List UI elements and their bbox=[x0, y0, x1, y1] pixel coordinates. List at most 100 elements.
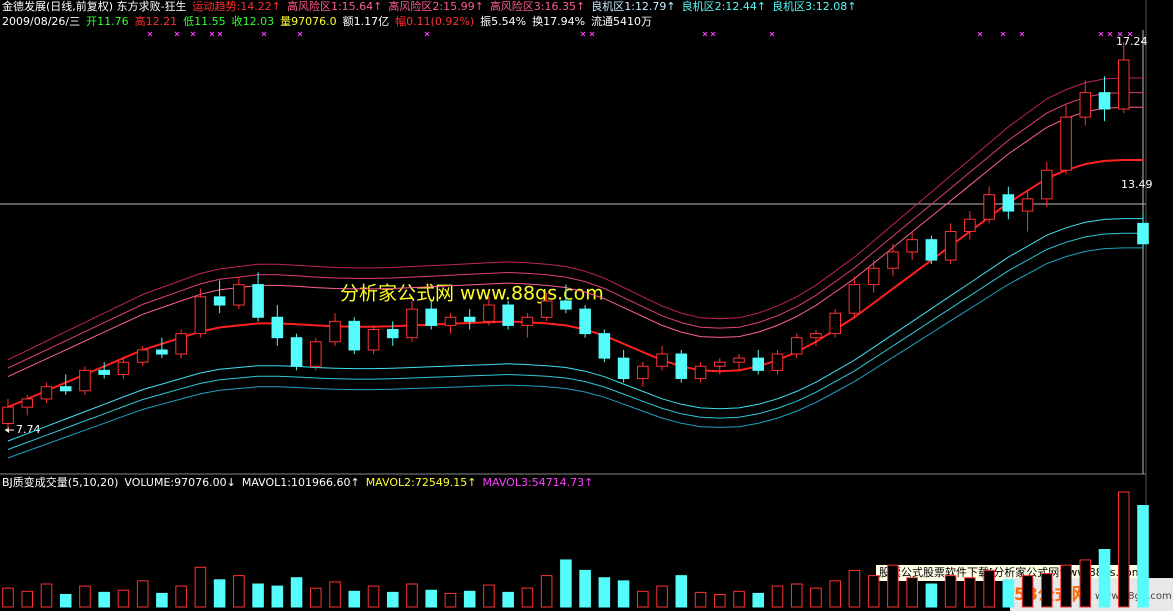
header-line-2-segment: 量97076.0 bbox=[280, 15, 337, 28]
signal-marker bbox=[1098, 31, 1104, 37]
volume-bar bbox=[637, 590, 649, 608]
candle-body bbox=[1098, 92, 1111, 110]
signal-marker bbox=[209, 31, 215, 37]
volume-bar bbox=[2, 587, 14, 608]
envelope-band bbox=[7, 218, 1143, 442]
candle-body bbox=[810, 333, 822, 339]
candle-body bbox=[175, 333, 187, 355]
header-line-2-segment: 高12.21 bbox=[135, 14, 178, 28]
signal-marker bbox=[580, 31, 586, 37]
candle-body bbox=[925, 239, 938, 261]
candle-body bbox=[21, 398, 34, 408]
candle-body bbox=[1021, 198, 1034, 212]
candle-body bbox=[348, 320, 361, 351]
candle-body bbox=[867, 267, 880, 286]
candle-body bbox=[310, 341, 322, 367]
header-line-2-segment: 收12.03 bbox=[232, 14, 275, 28]
volume-bar bbox=[521, 587, 534, 608]
candle-body bbox=[367, 329, 380, 351]
volume-bar bbox=[829, 580, 841, 608]
volume-bar bbox=[175, 585, 187, 608]
candle-body bbox=[944, 231, 957, 261]
candle-body bbox=[329, 320, 341, 343]
candle-body bbox=[713, 361, 726, 367]
candle-body bbox=[2, 406, 14, 424]
candle-body bbox=[502, 304, 514, 326]
volume-bar bbox=[1041, 573, 1053, 608]
volume-legend-segment: MAVOL3:54714.73↑ bbox=[483, 476, 594, 489]
candle-body bbox=[444, 316, 457, 326]
volume-bar bbox=[213, 579, 226, 608]
candle-body bbox=[40, 386, 53, 400]
volume-bar bbox=[136, 580, 149, 608]
candle-body bbox=[656, 353, 668, 367]
signal-marker bbox=[702, 31, 708, 37]
header-line-1: 金德发展(日线,前复权) 东方求败-狂生 运动趋势:14.22↑ 高风险区1:15.… bbox=[2, 0, 857, 13]
signal-marker bbox=[424, 31, 430, 37]
header-line-1-segment: 高风险区1:15.64↑ bbox=[287, 0, 382, 13]
candle-body bbox=[98, 369, 110, 375]
candle-body bbox=[887, 251, 899, 269]
volume-bar bbox=[867, 575, 880, 608]
volume-bar bbox=[79, 585, 91, 608]
volume-bar bbox=[887, 564, 899, 608]
signal-marker bbox=[710, 31, 716, 37]
candle-body bbox=[1041, 169, 1053, 200]
signal-marker bbox=[174, 31, 180, 37]
candle-body bbox=[79, 369, 91, 392]
header-line-2-segment: 幅0.11(0.92%) bbox=[395, 15, 474, 28]
candle-body bbox=[406, 308, 418, 339]
candle-body bbox=[752, 357, 765, 371]
signal-marker bbox=[190, 31, 196, 37]
signal-marker bbox=[977, 31, 983, 37]
candle-body bbox=[59, 386, 72, 392]
candle-body bbox=[483, 304, 495, 322]
signal-marker bbox=[217, 31, 223, 37]
candle-body bbox=[117, 361, 130, 375]
candle-body bbox=[1002, 194, 1015, 212]
volume-bar bbox=[983, 569, 995, 608]
candle-body bbox=[848, 284, 861, 314]
candle-body bbox=[560, 300, 572, 310]
volume-bar bbox=[1021, 575, 1034, 608]
candle-body bbox=[425, 308, 438, 326]
candle-body bbox=[290, 337, 303, 367]
signal-marker bbox=[769, 31, 775, 37]
volume-bar bbox=[502, 591, 514, 608]
header-line-2-segment: 2009/08/26/三 bbox=[2, 15, 80, 28]
volume-bar bbox=[1137, 505, 1149, 608]
candle-body bbox=[829, 312, 841, 335]
volume-bar bbox=[925, 583, 938, 608]
header-line-1-segment: 金德发展(日线,前复权) 东方求败-狂生 bbox=[2, 0, 187, 13]
header-line-2-segment: 开11.76 bbox=[86, 15, 129, 28]
envelope-band bbox=[7, 247, 1143, 459]
volume-bar bbox=[810, 587, 822, 608]
volume-bar bbox=[694, 591, 707, 608]
volume-bar bbox=[675, 575, 688, 608]
candle-body bbox=[521, 316, 534, 326]
volume-bar bbox=[406, 583, 418, 608]
signal-marker bbox=[589, 31, 595, 37]
price-high-label: 17.24 bbox=[1116, 35, 1148, 48]
envelope-band bbox=[7, 106, 1143, 378]
volume-bar bbox=[252, 583, 264, 608]
volume-bar bbox=[790, 583, 803, 608]
candle-body bbox=[136, 349, 149, 363]
header-line-1-segment: 高风险区2:15.99↑ bbox=[388, 0, 483, 13]
volume-bar bbox=[964, 577, 976, 608]
volume-bar bbox=[271, 585, 284, 608]
volume-bar bbox=[733, 590, 745, 608]
volume-bar bbox=[1060, 564, 1072, 608]
candle-body bbox=[1137, 222, 1149, 245]
signal-marker bbox=[1127, 31, 1133, 37]
header-line-2-segment: 额1.17亿 bbox=[343, 15, 390, 28]
logo-url: www.58gu.com bbox=[1095, 591, 1172, 602]
signal-marker bbox=[261, 31, 267, 37]
price-low-label: 7.74 bbox=[16, 423, 41, 436]
candle-body bbox=[156, 349, 168, 355]
volume-legend-segment: BJ质变成交量(5,10,20) bbox=[2, 475, 118, 489]
signal-marker bbox=[1019, 31, 1025, 37]
header-line-2-segment: 流通5410万 bbox=[591, 14, 652, 28]
volume-legend-segment: MAVOL1:101966.60↑ bbox=[242, 476, 360, 489]
volume-bar bbox=[483, 584, 495, 608]
